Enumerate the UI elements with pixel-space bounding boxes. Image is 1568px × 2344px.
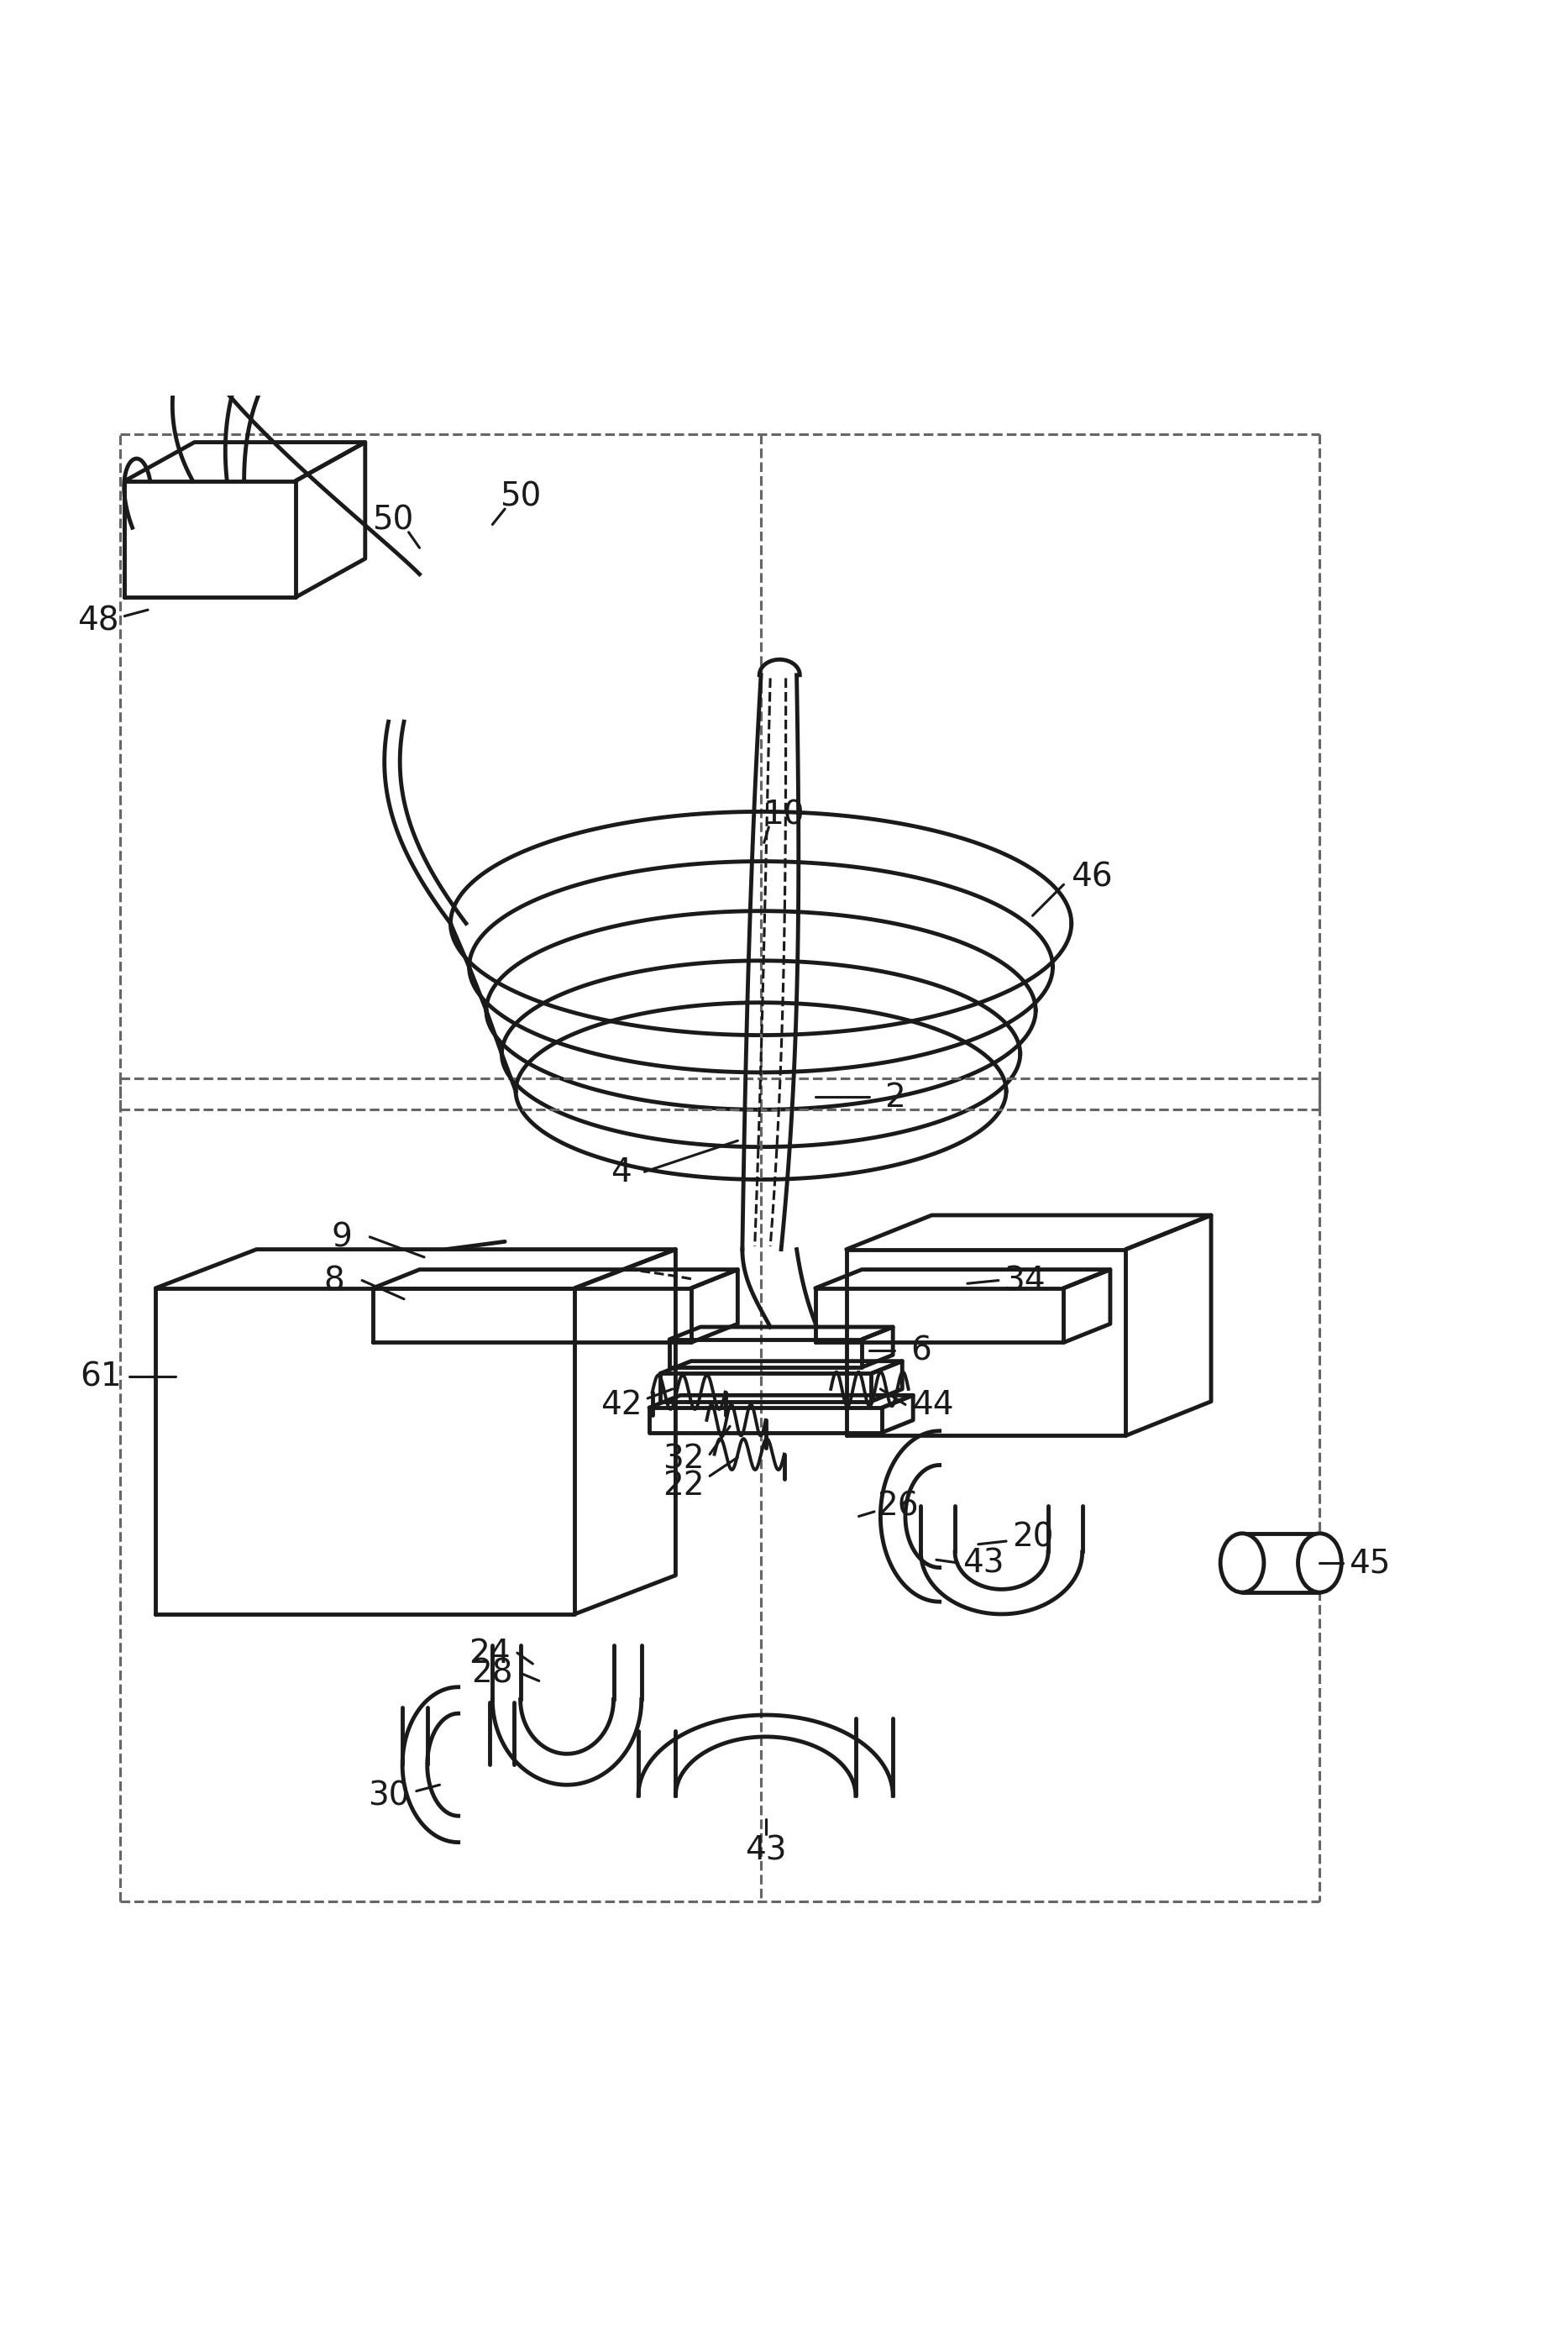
Text: 48: 48 <box>77 605 119 638</box>
Text: 10: 10 <box>764 799 804 832</box>
Text: 22: 22 <box>662 1470 704 1503</box>
Text: 61: 61 <box>80 1362 122 1392</box>
Text: 43: 43 <box>745 1835 786 1866</box>
Text: 46: 46 <box>1071 860 1112 893</box>
Text: 2: 2 <box>884 1081 905 1113</box>
Text: 50: 50 <box>500 481 541 513</box>
Text: 30: 30 <box>367 1779 409 1812</box>
Text: 24: 24 <box>469 1636 510 1669</box>
Text: 8: 8 <box>323 1266 345 1296</box>
Text: 34: 34 <box>1004 1266 1046 1296</box>
Text: 4: 4 <box>610 1156 632 1188</box>
Text: 26: 26 <box>877 1491 919 1521</box>
Text: 28: 28 <box>472 1657 513 1690</box>
Text: 44: 44 <box>913 1390 953 1420</box>
Text: 50: 50 <box>372 504 414 537</box>
Text: 9: 9 <box>331 1221 353 1254</box>
Text: 42: 42 <box>601 1390 641 1420</box>
Text: 32: 32 <box>662 1444 704 1474</box>
Text: 45: 45 <box>1348 1547 1389 1580</box>
Text: 20: 20 <box>1011 1521 1054 1552</box>
Text: 43: 43 <box>961 1547 1004 1580</box>
Ellipse shape <box>1220 1533 1264 1592</box>
Text: 6: 6 <box>909 1334 931 1367</box>
Ellipse shape <box>1298 1533 1341 1592</box>
